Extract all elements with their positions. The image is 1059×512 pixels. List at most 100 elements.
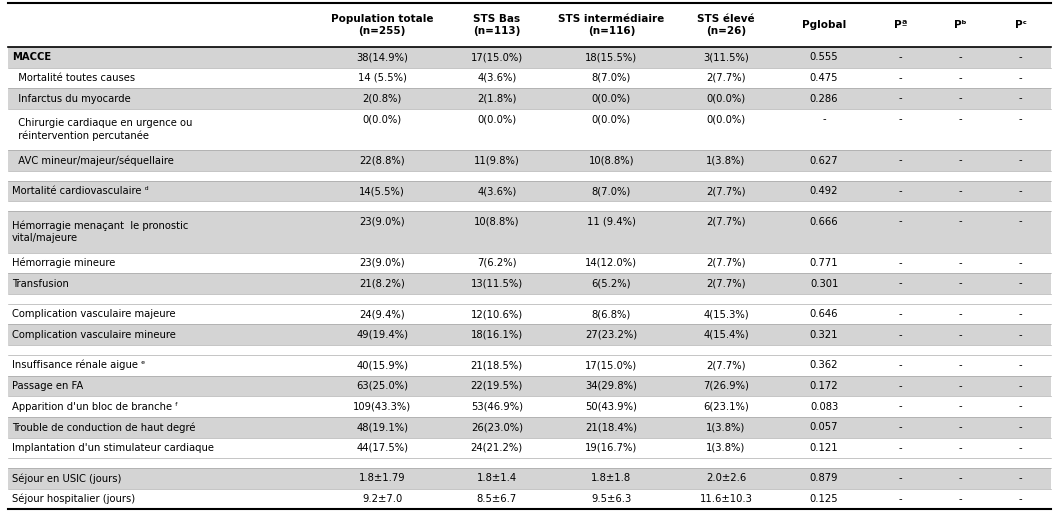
Text: 22(19.5%): 22(19.5%) — [470, 381, 523, 391]
Bar — [8, 273, 1051, 294]
Text: 4(3.6%): 4(3.6%) — [478, 186, 517, 196]
Text: -: - — [1019, 73, 1022, 83]
Bar — [8, 171, 1051, 181]
Text: Complication vasculaire majeure: Complication vasculaire majeure — [12, 309, 176, 319]
Text: 0.121: 0.121 — [810, 443, 839, 453]
Bar — [8, 68, 1051, 88]
Text: 1.8±1.4: 1.8±1.4 — [477, 474, 517, 483]
Text: 1(3.8%): 1(3.8%) — [706, 422, 746, 432]
Text: Transfusion: Transfusion — [12, 279, 69, 289]
Bar — [8, 181, 1051, 201]
Bar — [8, 109, 1051, 150]
Text: 8.5±6.7: 8.5±6.7 — [477, 494, 517, 504]
Text: AVC mineur/majeur/séquellaire: AVC mineur/majeur/séquellaire — [12, 155, 174, 166]
Text: -: - — [958, 279, 963, 289]
Text: 2(7.7%): 2(7.7%) — [706, 258, 746, 268]
Text: -: - — [1019, 474, 1022, 483]
Text: -: - — [899, 422, 902, 432]
Bar — [8, 252, 1051, 273]
Bar — [8, 150, 1051, 171]
Text: -: - — [1019, 114, 1022, 124]
Text: Mortalité toutes causes: Mortalité toutes causes — [12, 73, 134, 83]
Text: Séjour en USIC (jours): Séjour en USIC (jours) — [12, 473, 121, 484]
Text: -: - — [899, 73, 902, 83]
Text: -: - — [1019, 279, 1022, 289]
Text: 2(7.7%): 2(7.7%) — [706, 279, 746, 289]
Text: -: - — [899, 360, 902, 370]
Text: 9.5±6.3: 9.5±6.3 — [591, 494, 631, 504]
Text: -: - — [899, 443, 902, 453]
Text: 49(19.4%): 49(19.4%) — [356, 330, 408, 340]
Text: 0.125: 0.125 — [810, 494, 839, 504]
Text: -: - — [1019, 156, 1022, 165]
Text: Apparition d'un bloc de branche ᶠ: Apparition d'un bloc de branche ᶠ — [12, 401, 178, 412]
Text: -: - — [958, 474, 963, 483]
Text: 14(12.0%): 14(12.0%) — [586, 258, 638, 268]
Text: -: - — [899, 94, 902, 103]
Bar — [8, 3, 1051, 47]
Text: Implantation d'un stimulateur cardiaque: Implantation d'un stimulateur cardiaque — [12, 443, 214, 453]
Text: 10(8.8%): 10(8.8%) — [474, 217, 520, 226]
Text: 0.083: 0.083 — [810, 401, 839, 412]
Text: 21(18.4%): 21(18.4%) — [586, 422, 638, 432]
Text: -: - — [1019, 217, 1022, 226]
Text: -: - — [958, 494, 963, 504]
Text: 0.475: 0.475 — [810, 73, 839, 83]
Text: 0(0.0%): 0(0.0%) — [478, 114, 517, 124]
Text: 12(10.6%): 12(10.6%) — [470, 309, 523, 319]
Text: -: - — [899, 186, 902, 196]
Text: 8(6.8%): 8(6.8%) — [592, 309, 631, 319]
Text: -: - — [958, 401, 963, 412]
Text: 26(23.0%): 26(23.0%) — [471, 422, 523, 432]
Text: 0(0.0%): 0(0.0%) — [362, 114, 401, 124]
Text: STS Bas
(n=113): STS Bas (n=113) — [473, 13, 520, 36]
Bar — [8, 489, 1051, 509]
Text: 63(25.0%): 63(25.0%) — [356, 381, 408, 391]
Text: 0.286: 0.286 — [810, 94, 839, 103]
Bar — [8, 345, 1051, 355]
Text: 6(23.1%): 6(23.1%) — [703, 401, 749, 412]
Text: 0(0.0%): 0(0.0%) — [706, 114, 746, 124]
Text: Infarctus du myocarde: Infarctus du myocarde — [12, 94, 130, 103]
Text: 0.771: 0.771 — [810, 258, 839, 268]
Text: Pª: Pª — [894, 19, 908, 30]
Text: 1(3.8%): 1(3.8%) — [706, 156, 746, 165]
Bar — [8, 468, 1051, 489]
Text: Passage en FA: Passage en FA — [12, 381, 83, 391]
Bar — [8, 458, 1051, 468]
Bar — [8, 88, 1051, 109]
Text: 3(11.5%): 3(11.5%) — [703, 52, 749, 62]
Text: 1(3.8%): 1(3.8%) — [706, 443, 746, 453]
Text: 40(15.9%): 40(15.9%) — [356, 360, 408, 370]
Bar — [8, 325, 1051, 345]
Text: 38(14.9%): 38(14.9%) — [356, 52, 408, 62]
Text: STS élevé
(n=26): STS élevé (n=26) — [697, 13, 755, 36]
Text: -: - — [958, 258, 963, 268]
Text: -: - — [1019, 381, 1022, 391]
Text: Complication vasculaire mineure: Complication vasculaire mineure — [12, 330, 176, 340]
Text: 0.057: 0.057 — [810, 422, 839, 432]
Text: 24(9.4%): 24(9.4%) — [359, 309, 405, 319]
Text: 13(11.5%): 13(11.5%) — [470, 279, 523, 289]
Text: Séjour hospitalier (jours): Séjour hospitalier (jours) — [12, 494, 134, 504]
Text: -: - — [899, 309, 902, 319]
Text: 14 (5.5%): 14 (5.5%) — [358, 73, 407, 83]
Text: -: - — [1019, 360, 1022, 370]
Text: -: - — [1019, 52, 1022, 62]
Text: 17(15.0%): 17(15.0%) — [470, 52, 523, 62]
Text: -: - — [1019, 443, 1022, 453]
Text: -: - — [1019, 422, 1022, 432]
Text: -: - — [899, 279, 902, 289]
Text: -: - — [958, 309, 963, 319]
Text: -: - — [899, 381, 902, 391]
Text: 11 (9.4%): 11 (9.4%) — [587, 217, 635, 226]
Bar — [8, 355, 1051, 376]
Text: -: - — [958, 186, 963, 196]
Text: -: - — [958, 443, 963, 453]
Text: -: - — [899, 330, 902, 340]
Text: 0.321: 0.321 — [810, 330, 839, 340]
Text: -: - — [1019, 186, 1022, 196]
Text: 0.555: 0.555 — [810, 52, 839, 62]
Text: 21(8.2%): 21(8.2%) — [359, 279, 406, 289]
Text: 2(0.8%): 2(0.8%) — [362, 94, 401, 103]
